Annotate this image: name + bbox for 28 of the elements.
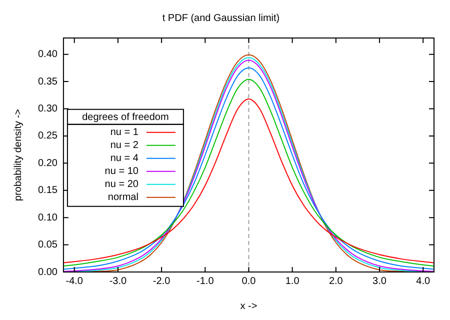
y-tick-label: 0.20: [38, 158, 58, 169]
y-tick-label: 0.00: [38, 266, 58, 278]
legend-label: nu = 4: [110, 153, 139, 164]
chart-title: t PDF (and Gaussian limit): [162, 12, 280, 24]
y-tick-label: 0.25: [38, 130, 58, 142]
legend-title: degrees of freedom: [82, 112, 169, 124]
y-tick-label: 0.40: [38, 49, 58, 60]
y-tick-label: 0.05: [38, 240, 58, 251]
legend-label: nu = 10: [104, 166, 139, 178]
y-tick-label: 0.15: [38, 185, 58, 196]
x-tick-label: -4.0: [66, 276, 84, 287]
x-tick-label: 2.0: [328, 276, 344, 287]
x-tick-label: 3.0: [372, 276, 387, 287]
x-tick-label: -2.0: [152, 276, 171, 287]
legend-label: nu = 2: [110, 140, 139, 152]
x-tick-label: 0.0: [242, 276, 256, 287]
y-axis-title: probability density ->: [12, 108, 24, 201]
x-tick-label: 4.0: [416, 276, 430, 287]
legend-label: nu = 20: [104, 179, 139, 190]
x-tick-label: -1.0: [196, 276, 214, 287]
x-tick-label: -3.0: [109, 276, 128, 287]
legend-label: normal: [108, 192, 138, 204]
legend-label: nu = 1: [110, 127, 139, 138]
x-axis-title: x ->: [240, 300, 258, 312]
y-tick-label: 0.35: [38, 76, 58, 88]
y-tick-label: 0.10: [38, 212, 58, 224]
x-tick-label: 1.0: [285, 276, 300, 287]
y-tick-label: 0.30: [38, 103, 58, 114]
